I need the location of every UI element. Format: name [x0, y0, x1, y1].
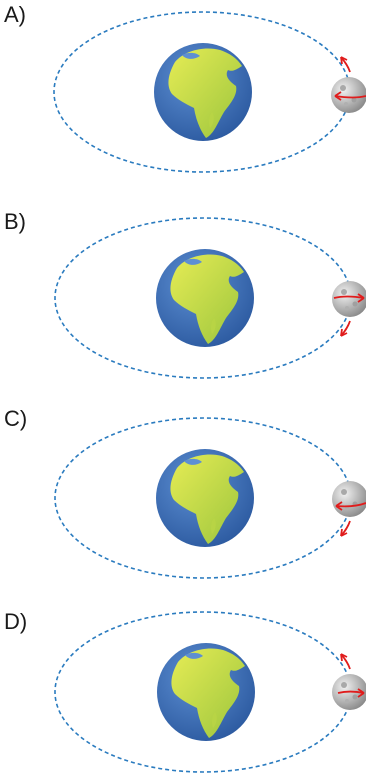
- earth-icon: [156, 249, 254, 347]
- orbit-direction-arrow-icon: [340, 520, 351, 537]
- spin-direction-arrow-icon: [334, 91, 366, 101]
- orbit-direction-arrow-icon: [340, 320, 351, 337]
- orbit-diagram: [54, 217, 366, 379]
- moon-icon: [332, 481, 366, 517]
- spin-direction-arrow-icon: [335, 501, 366, 511]
- option-c-panel[interactable]: C): [0, 390, 366, 585]
- option-label: D): [4, 609, 28, 634]
- option-label: B): [4, 209, 26, 234]
- orbit-direction-arrow-icon: [340, 653, 351, 670]
- orbit-direction-arrow-icon: [340, 56, 351, 73]
- option-label: C): [4, 406, 28, 431]
- spin-direction-arrow-icon: [333, 293, 365, 303]
- orbit-diagram: [54, 611, 366, 773]
- option-label: A): [4, 2, 26, 27]
- option-d-panel[interactable]: D): [0, 585, 366, 780]
- option-b-panel[interactable]: B): [0, 195, 366, 390]
- moon-icon: [331, 77, 366, 113]
- moon-icon: [332, 281, 366, 317]
- earth-icon: [156, 449, 254, 547]
- spin-direction-arrow-icon: [337, 688, 365, 698]
- earth-icon: [157, 643, 255, 741]
- earth-icon: [154, 43, 252, 141]
- orbit-diagram: [53, 11, 366, 173]
- orbit-diagram: [54, 417, 366, 579]
- option-a-panel[interactable]: A): [0, 0, 366, 195]
